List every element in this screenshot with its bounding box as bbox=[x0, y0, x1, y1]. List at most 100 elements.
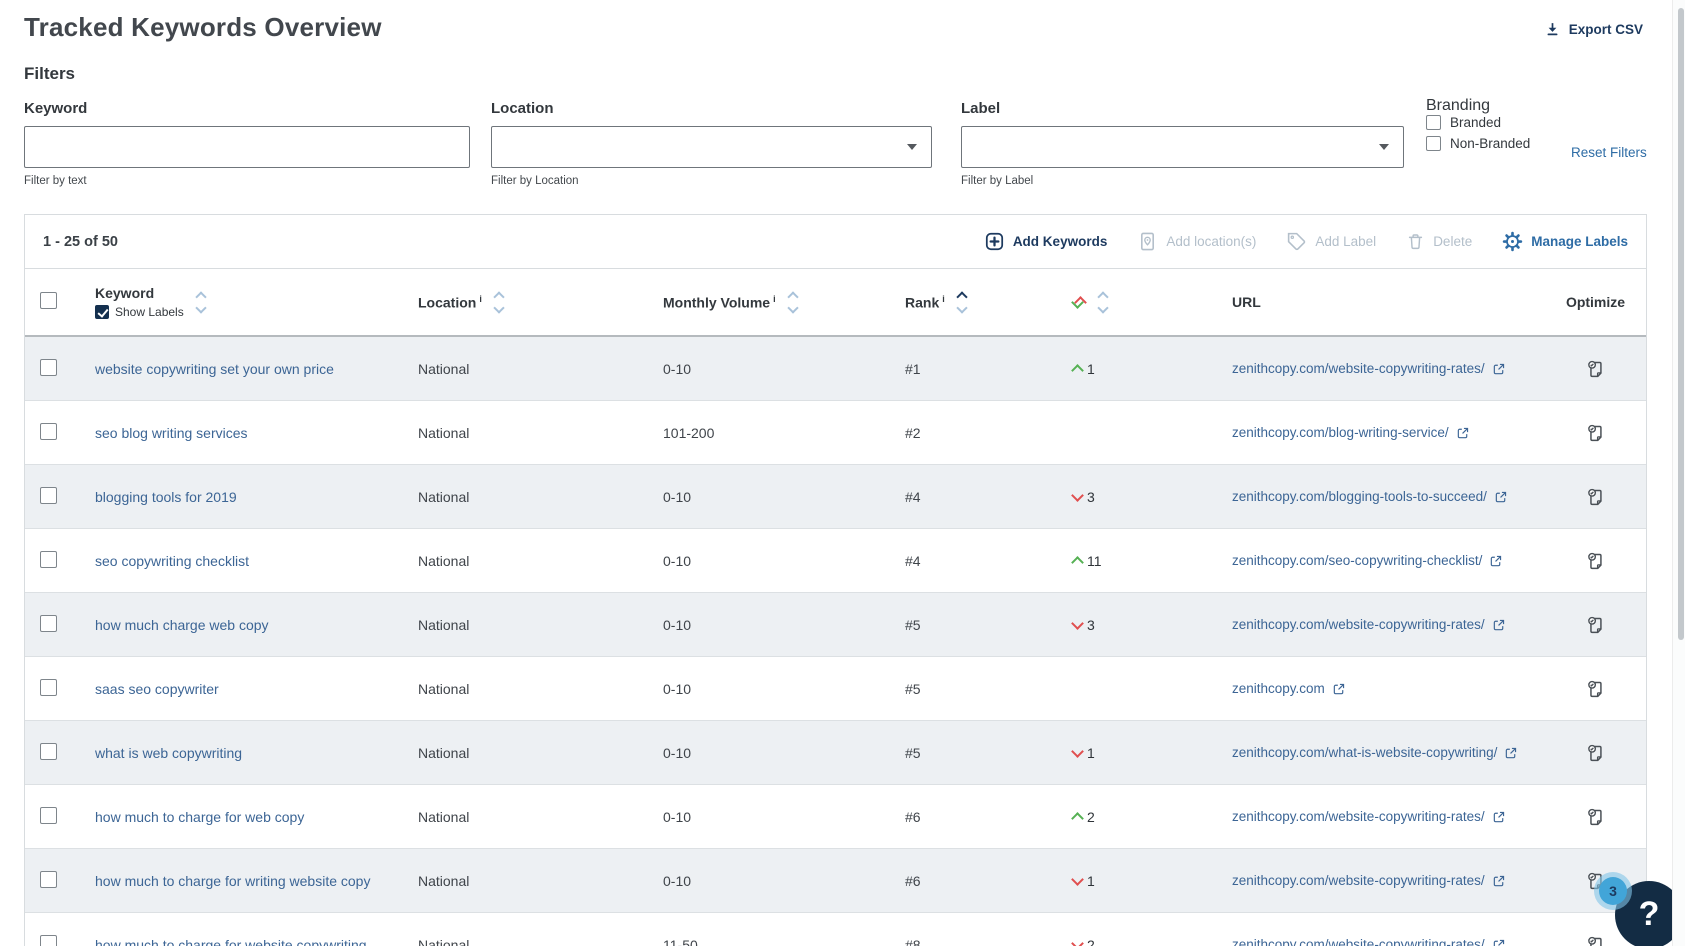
url-link[interactable]: zenithcopy.com/website-copywriting-rates… bbox=[1232, 617, 1485, 632]
optimize-page-check-icon bbox=[1588, 872, 1602, 889]
row-checkbox[interactable] bbox=[40, 550, 57, 568]
location-sort-icon[interactable] bbox=[493, 290, 505, 314]
url-link[interactable]: zenithcopy.com/seo-copywriting-checklist… bbox=[1232, 553, 1483, 568]
row-checkbox[interactable] bbox=[40, 486, 57, 504]
rank-cell: #5 bbox=[905, 680, 921, 697]
location-cell: National bbox=[418, 616, 470, 633]
url-link[interactable]: zenithcopy.com/website-copywriting-rates… bbox=[1232, 873, 1485, 888]
optimize-button[interactable] bbox=[1585, 870, 1606, 892]
delete-button[interactable]: Delete bbox=[1406, 231, 1472, 252]
external-link-icon[interactable] bbox=[1332, 682, 1346, 696]
location-filter-dropdown[interactable] bbox=[491, 126, 932, 168]
external-link-icon[interactable] bbox=[1492, 810, 1506, 824]
filters-heading: Filters bbox=[24, 64, 76, 83]
url-column-header: URL bbox=[1232, 294, 1261, 310]
branded-checkbox-row[interactable]: Branded bbox=[1426, 115, 1530, 130]
location-cell: National bbox=[418, 424, 470, 441]
add-label-button[interactable]: Add Label bbox=[1286, 231, 1376, 252]
page-scrollbar-thumb[interactable] bbox=[1678, 8, 1684, 640]
optimize-button[interactable] bbox=[1585, 486, 1606, 508]
external-link-icon[interactable] bbox=[1492, 618, 1506, 632]
url-link[interactable]: zenithcopy.com/blog-writing-service/ bbox=[1232, 425, 1449, 440]
rank-column-header[interactable]: Rank i bbox=[905, 293, 945, 311]
download-icon bbox=[1547, 23, 1558, 36]
help-button[interactable]: 3 ? bbox=[1599, 877, 1683, 946]
keyword-link[interactable]: how much to charge for website copywriti… bbox=[95, 936, 367, 946]
keyword-link[interactable]: seo copywriting checklist bbox=[95, 552, 250, 569]
keyword-column-header[interactable]: Keyword bbox=[95, 285, 155, 301]
keyword-link[interactable]: how much charge web copy bbox=[95, 616, 269, 633]
branded-checkbox[interactable] bbox=[1426, 115, 1441, 130]
non-branded-checkbox-row[interactable]: Non-Branded bbox=[1426, 136, 1530, 151]
external-link-icon[interactable] bbox=[1492, 874, 1506, 888]
rank-change-sort-icon[interactable] bbox=[1097, 290, 1109, 314]
keyword-link[interactable]: blogging tools for 2019 bbox=[95, 488, 237, 505]
rank-change-arrow-icon bbox=[1071, 872, 1084, 886]
non-branded-checkbox[interactable] bbox=[1426, 136, 1441, 151]
url-link[interactable]: zenithcopy.com/blogging-tools-to-succeed… bbox=[1232, 489, 1487, 504]
monthly-volume-column-header[interactable]: Monthly Volume i bbox=[663, 293, 776, 311]
url-link[interactable]: zenithcopy.com/what-is-website-copywriti… bbox=[1232, 745, 1498, 760]
location-column-header[interactable]: Location i bbox=[418, 293, 482, 311]
keyword-link[interactable]: what is web copywriting bbox=[95, 744, 243, 761]
row-checkbox[interactable] bbox=[40, 934, 57, 946]
row-checkbox[interactable] bbox=[40, 678, 57, 696]
row-checkbox[interactable] bbox=[40, 742, 57, 760]
page-scrollbar-track[interactable] bbox=[1672, 0, 1685, 946]
url-link[interactable]: zenithcopy.com/website-copywriting-rates… bbox=[1232, 937, 1485, 946]
keyword-sort-icon[interactable] bbox=[195, 290, 207, 314]
optimize-button[interactable] bbox=[1585, 678, 1606, 700]
optimize-button[interactable] bbox=[1585, 422, 1606, 444]
manage-labels-button[interactable]: Manage Labels bbox=[1502, 231, 1628, 252]
show-labels-toggle[interactable]: Show Labels bbox=[95, 305, 184, 319]
rank-cell: #1 bbox=[905, 360, 921, 377]
url-link[interactable]: zenithcopy.com/website-copywriting-rates… bbox=[1232, 361, 1485, 376]
external-link-icon[interactable] bbox=[1494, 490, 1508, 504]
optimize-button[interactable] bbox=[1585, 614, 1606, 636]
location-cell: National bbox=[418, 872, 470, 889]
optimize-button[interactable] bbox=[1585, 934, 1606, 946]
notification-badge[interactable]: 3 bbox=[1599, 877, 1627, 905]
row-checkbox[interactable] bbox=[40, 614, 57, 632]
rank-change-value: 3 bbox=[1087, 616, 1095, 633]
monthly-volume-cell: 0-10 bbox=[663, 488, 692, 505]
rank-change-value: 2 bbox=[1087, 936, 1095, 946]
keyword-filter-input[interactable] bbox=[24, 126, 470, 168]
export-csv-button[interactable]: Export CSV bbox=[1544, 21, 1643, 38]
external-link-icon[interactable] bbox=[1492, 362, 1506, 376]
select-all-checkbox[interactable] bbox=[40, 292, 57, 309]
show-labels-checkbox[interactable] bbox=[95, 305, 109, 319]
optimize-button[interactable] bbox=[1585, 358, 1606, 380]
keyword-link[interactable]: seo blog writing services bbox=[95, 424, 248, 441]
url-link[interactable]: zenithcopy.com bbox=[1232, 681, 1325, 696]
external-link-icon[interactable] bbox=[1489, 554, 1503, 568]
keyword-link[interactable]: website copywriting set your own price bbox=[95, 360, 334, 377]
external-link-icon[interactable] bbox=[1504, 746, 1518, 760]
map-pin-icon bbox=[1141, 232, 1155, 251]
volume-sort-icon[interactable] bbox=[786, 290, 799, 314]
row-checkbox[interactable] bbox=[40, 806, 57, 824]
reset-filters-link[interactable]: Reset Filters bbox=[1571, 145, 1647, 160]
row-checkbox[interactable] bbox=[40, 870, 57, 888]
external-link-icon[interactable] bbox=[1492, 938, 1506, 946]
add-keywords-button[interactable]: Add Keywords bbox=[984, 231, 1107, 252]
trash-icon bbox=[1409, 234, 1423, 250]
row-checkbox[interactable] bbox=[40, 422, 57, 440]
optimize-button[interactable] bbox=[1585, 742, 1606, 764]
monthly-volume-cell: 0-10 bbox=[663, 744, 692, 761]
location-cell: National bbox=[418, 936, 470, 946]
branding-filter-group: Branding Branded Non-Branded bbox=[1426, 97, 1530, 157]
external-link-icon[interactable] bbox=[1456, 426, 1470, 440]
label-filter-dropdown[interactable] bbox=[961, 126, 1404, 168]
optimize-page-check-icon bbox=[1588, 360, 1602, 377]
keyword-link[interactable]: how much to charge for writing website c… bbox=[95, 872, 371, 889]
keyword-link[interactable]: saas seo copywriter bbox=[95, 680, 219, 697]
keyword-link[interactable]: how much to charge for web copy bbox=[95, 808, 305, 825]
location-cell: National bbox=[418, 808, 470, 825]
rank-sort-icon[interactable] bbox=[956, 290, 968, 314]
row-checkbox[interactable] bbox=[40, 358, 57, 376]
add-locations-button[interactable]: Add location(s) bbox=[1137, 231, 1256, 252]
optimize-button[interactable] bbox=[1585, 550, 1606, 572]
url-link[interactable]: zenithcopy.com/website-copywriting-rates… bbox=[1232, 809, 1485, 824]
optimize-button[interactable] bbox=[1585, 806, 1606, 828]
